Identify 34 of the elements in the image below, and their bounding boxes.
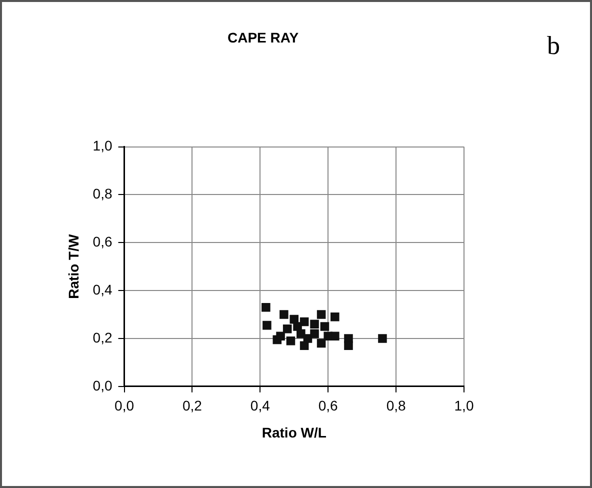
point [303, 334, 312, 343]
point [324, 332, 332, 340]
point [282, 324, 292, 334]
y-tick-label: 1,0 [92, 138, 112, 154]
point [286, 336, 296, 346]
y-axis-title: Ratio T/W [65, 234, 82, 299]
y-tick-label: 0,2 [92, 329, 112, 346]
point [276, 332, 285, 340]
point [378, 334, 387, 343]
point [293, 322, 302, 331]
x-tick-label: 0,6 [318, 398, 338, 414]
y-tick-label: 0,6 [92, 234, 112, 250]
x-tick-label: 1,0 [454, 398, 474, 414]
point [310, 320, 319, 328]
point [316, 310, 326, 319]
point [330, 312, 340, 322]
x-tick-label: 0,2 [182, 398, 202, 414]
y-tick-label: 0,8 [92, 186, 112, 202]
point [262, 302, 270, 312]
point [290, 314, 299, 324]
x-tick-label: 0,0 [114, 398, 134, 414]
point [316, 338, 326, 348]
text: b [547, 30, 560, 60]
point [320, 322, 330, 331]
y-tick-label: 0,0 [92, 377, 112, 394]
point [310, 329, 319, 338]
point [262, 320, 272, 330]
y-tick-label: 0,4 [92, 281, 112, 298]
point [280, 310, 288, 319]
chart-title: CAPE RAY [227, 29, 300, 46]
x-axis-title: Ratio W/L [262, 424, 327, 440]
x-tick-label: 0,8 [386, 398, 406, 414]
x-tick-label: 0,4 [250, 398, 270, 414]
point [344, 341, 353, 350]
